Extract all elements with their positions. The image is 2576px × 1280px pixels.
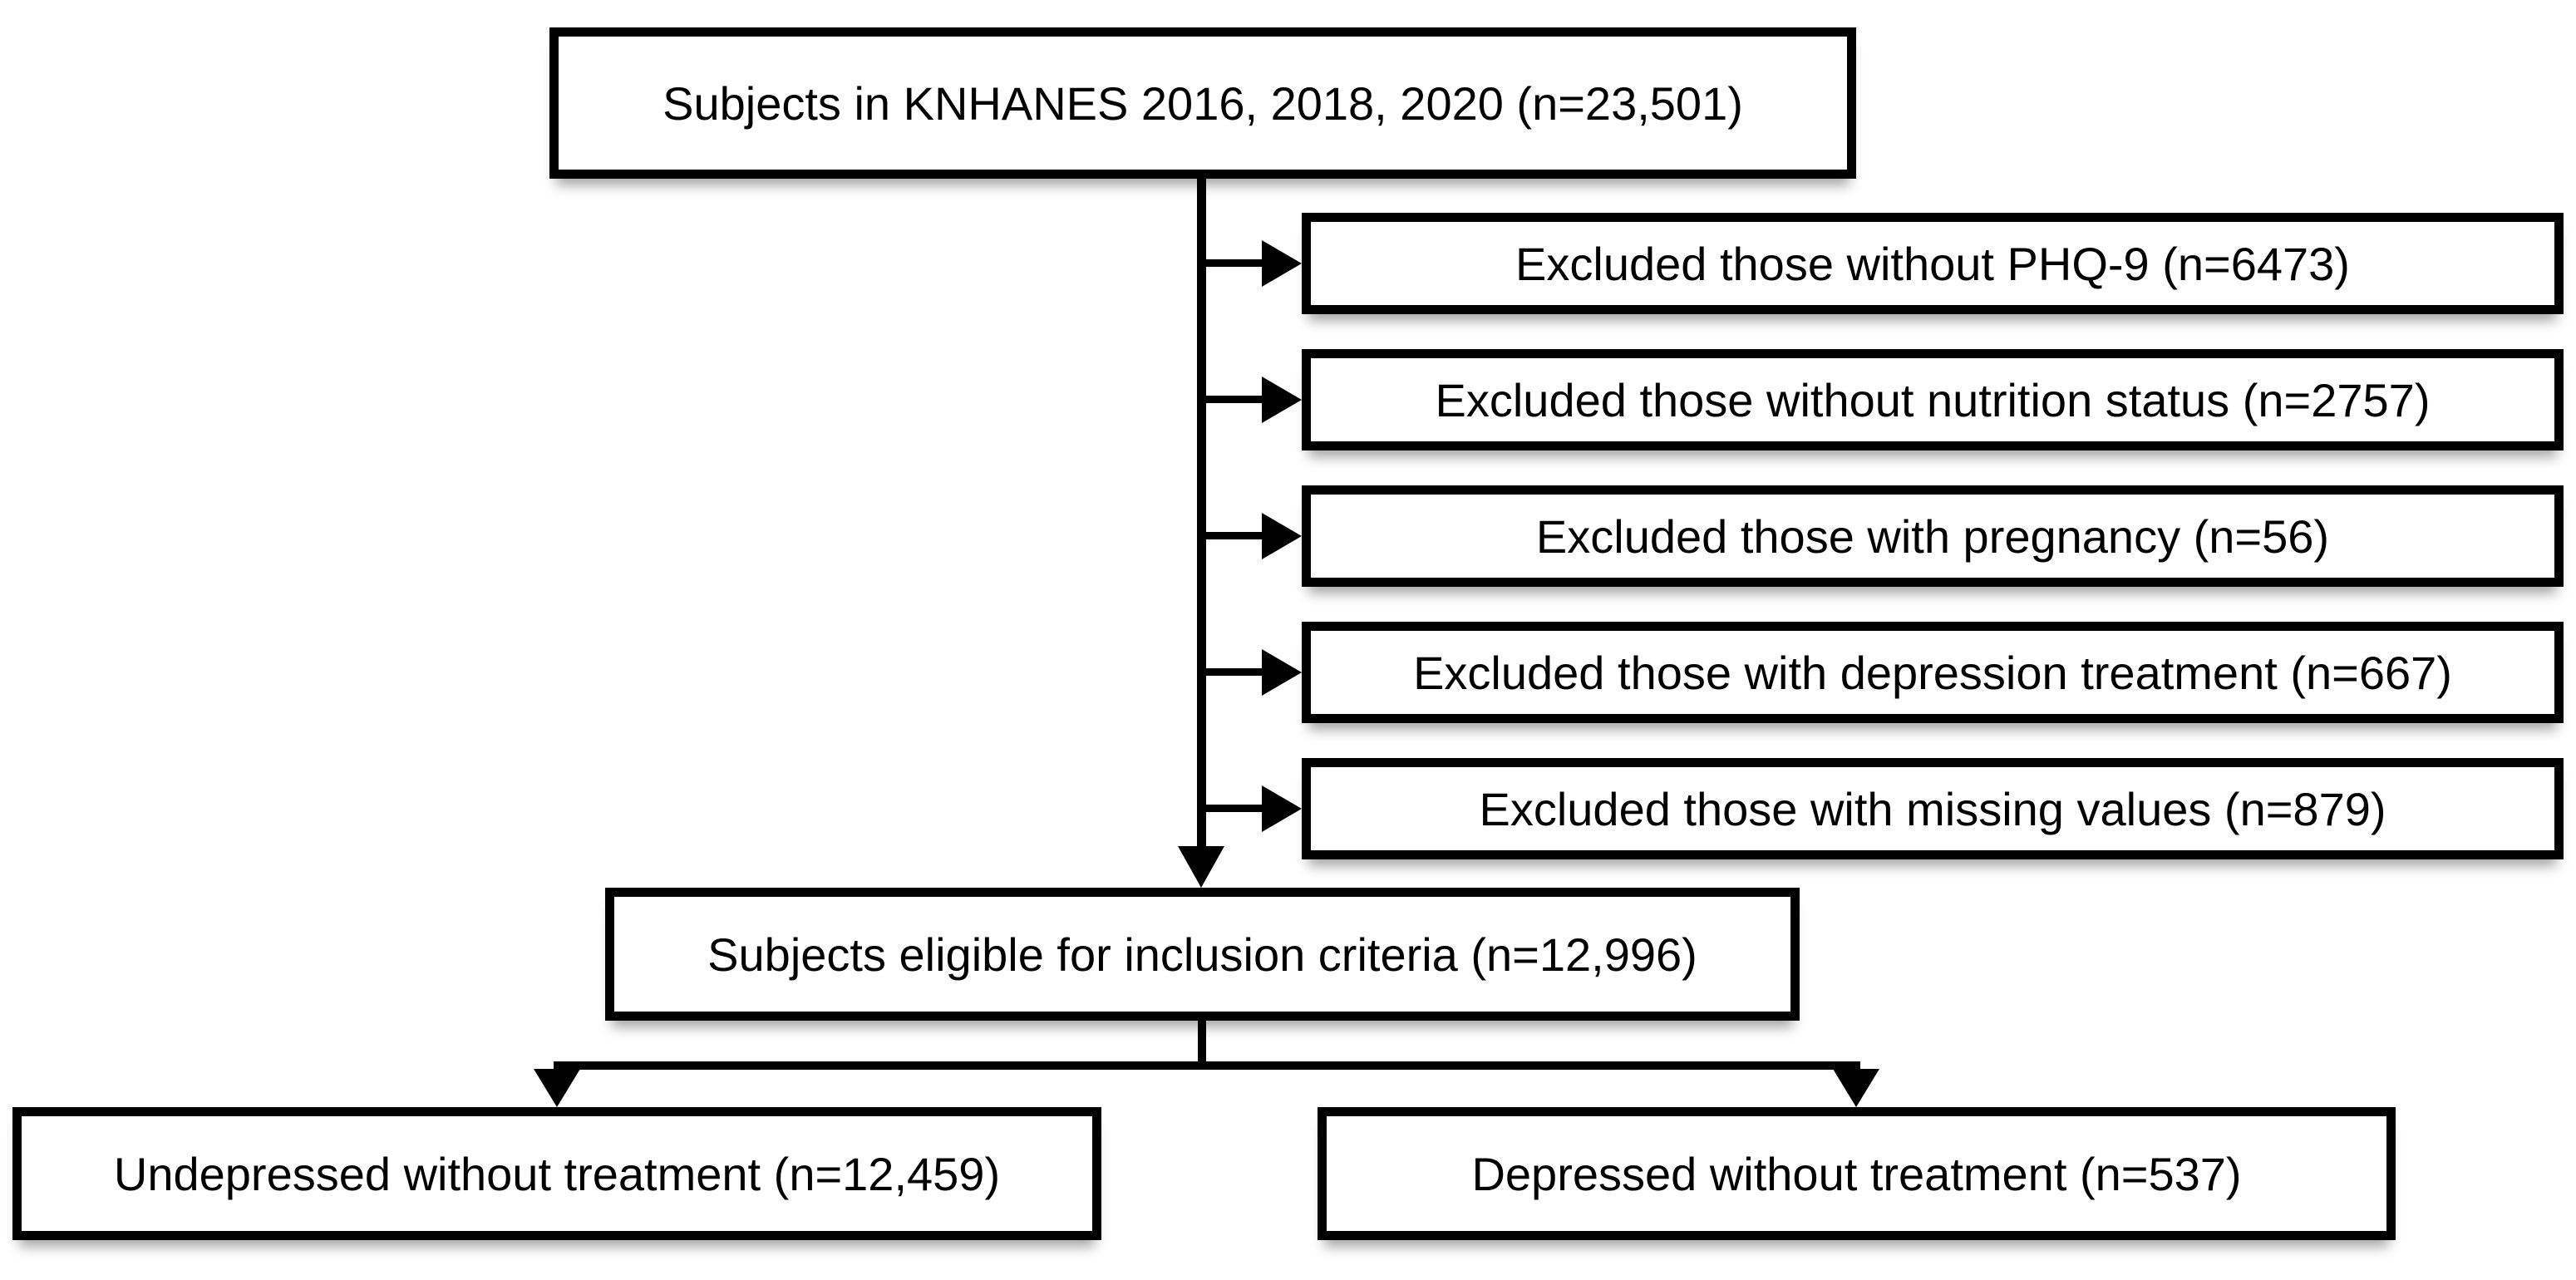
main-flow-line [1197,177,1206,848]
exclusion-branch-line-1 [1205,259,1265,267]
split-stub-line [1198,1019,1206,1067]
exclusion-branch-line-5 [1205,805,1265,812]
exclusion-branch-line-3 [1205,532,1265,539]
exclusion-arrowhead-right-icon-4 [1262,649,1302,696]
exclusion-arrowhead-right-icon-1 [1262,240,1302,287]
node-excluded-nutrition-status: Excluded those without nutrition status … [1302,349,2564,450]
split-arrowhead-down-left-icon [534,1069,580,1107]
exclusion-branch-line-2 [1205,396,1265,403]
main-flow-arrowhead-down-icon [1178,846,1224,888]
node-excluded-phq9: Excluded those without PHQ-9 (n=6473) [1302,213,2564,314]
split-horizontal-line [554,1061,1860,1070]
exclusion-arrowhead-right-icon-5 [1262,785,1302,832]
node-depressed-without-treatment: Depressed without treatment (n=537) [1318,1107,2396,1240]
node-excluded-depression-treatment: Excluded those with depression treatment… [1302,622,2564,723]
node-undepressed-without-treatment: Undepressed without treatment (n=12,459) [12,1107,1101,1240]
split-arrowhead-down-right-icon [1833,1069,1879,1107]
exclusion-arrowhead-right-icon-3 [1262,513,1302,559]
exclusion-arrowhead-right-icon-2 [1262,377,1302,423]
node-excluded-missing-values: Excluded those with missing values (n=87… [1302,758,2564,859]
node-eligible-subjects: Subjects eligible for inclusion criteria… [605,888,1800,1021]
exclusion-branch-line-4 [1205,668,1265,676]
node-knhanes-subjects: Subjects in KNHANES 2016, 2018, 2020 (n=… [549,27,1856,179]
node-excluded-pregnancy: Excluded those with pregnancy (n=56) [1302,485,2564,587]
